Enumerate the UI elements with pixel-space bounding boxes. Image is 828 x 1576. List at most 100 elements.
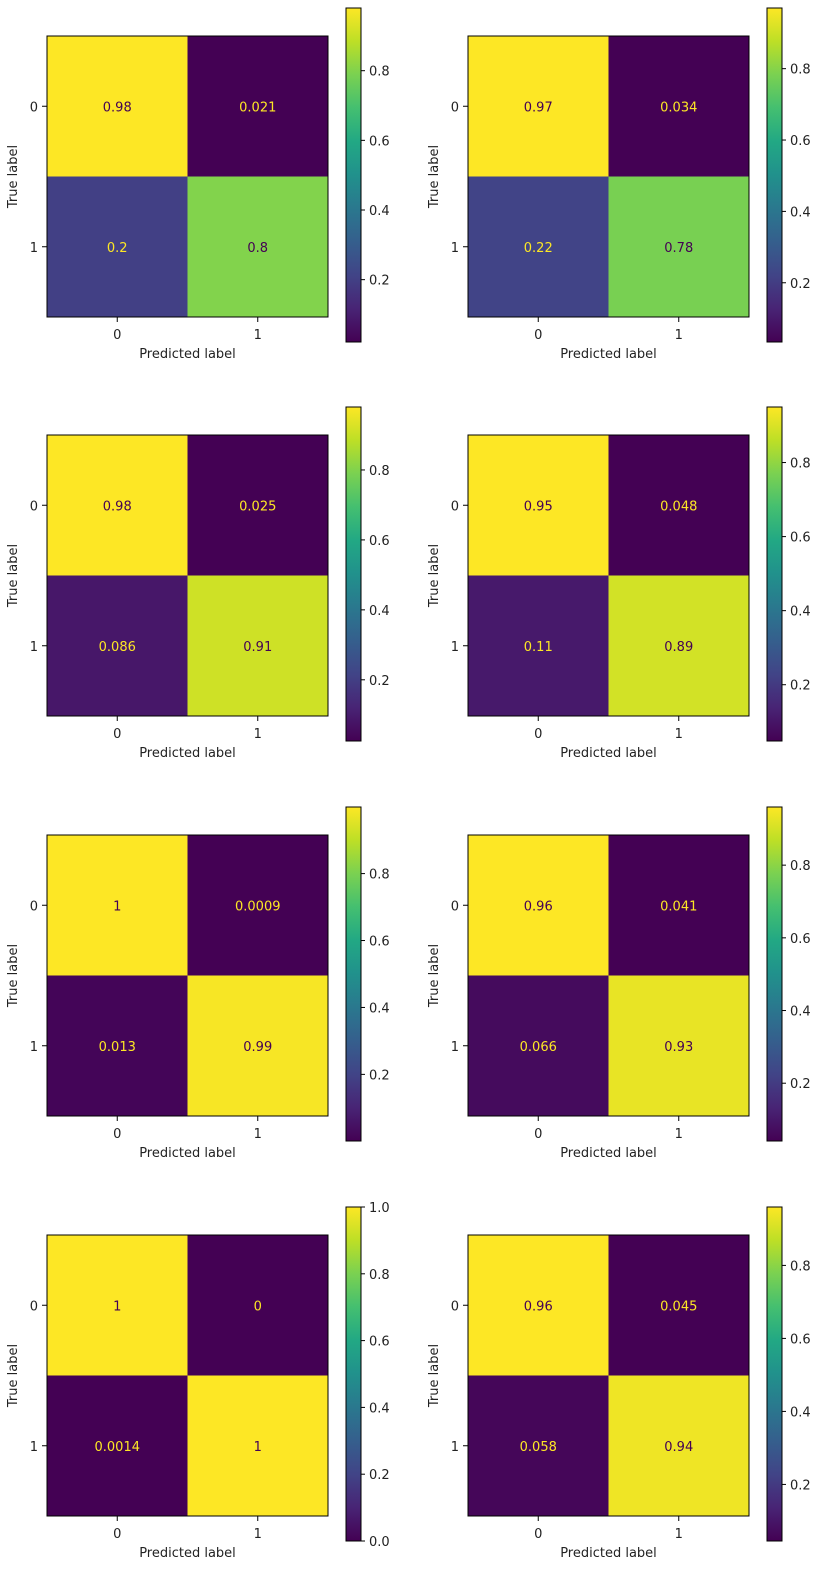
cell-value-label: 0.045 <box>660 1299 697 1314</box>
y-tick-label: 0 <box>30 499 38 514</box>
colorbar-tick-label: 0.8 <box>790 1259 811 1274</box>
y-tick-label: 1 <box>451 1040 459 1055</box>
cell-value-label: 0.93 <box>664 1040 693 1055</box>
colorbar-tick-label: 0.2 <box>369 1468 390 1483</box>
y-axis-label: True label <box>6 944 21 1008</box>
cell-value-label: 0.086 <box>99 640 136 655</box>
x-axis-label: Predicted label <box>139 347 236 362</box>
colorbar <box>767 1207 782 1541</box>
colorbar-tick-label: 0.8 <box>790 63 811 78</box>
cell-value-label: 0.91 <box>243 640 272 655</box>
colorbar-tick-label: 0.4 <box>790 1005 811 1020</box>
y-tick-label: 0 <box>451 1299 459 1314</box>
x-tick-label: 1 <box>675 1527 683 1542</box>
heatmap-cell <box>47 575 188 716</box>
cell-value-label: 1 <box>113 899 121 914</box>
heatmap-cell <box>187 1235 328 1376</box>
colorbar-tick-label: 0.4 <box>369 604 390 619</box>
axes-frame <box>467 1234 750 1517</box>
cell-value-label: 0.048 <box>660 499 697 514</box>
colorbar-frame <box>345 1206 362 1542</box>
colorbar-tick-label: 0.6 <box>369 935 390 950</box>
y-tick-label: 1 <box>451 241 459 256</box>
x-axis-label: Predicted label <box>560 746 657 761</box>
confusion-matrix-panel-5: 1 0.0009 0.013 0.99 0 1 0 1 Predicted label True … <box>6 806 390 1161</box>
colorbar-tick-label: 0.2 <box>790 1478 811 1493</box>
y-tick-label: 1 <box>451 640 459 655</box>
colorbar-frame <box>345 7 362 343</box>
heatmap-cell <box>187 975 328 1116</box>
colorbar-frame <box>345 406 362 742</box>
colorbar-tick-label: 0.6 <box>369 534 390 549</box>
colorbar-tick-label: 0.6 <box>369 1335 390 1350</box>
heatmap-cell <box>47 835 188 976</box>
confusion-matrix-panel-4: 0.95 0.048 0.11 0.89 0 1 0 1 Predicted label True… <box>427 406 811 761</box>
x-tick-label: 0 <box>534 1127 542 1142</box>
colorbar-tick-label: 0.6 <box>790 134 811 149</box>
confusion-matrix-panel-3: 0.98 0.025 0.086 0.91 0 1 0 1 Predicted label Tru… <box>6 406 390 761</box>
colorbar-tick-label: 0.2 <box>790 679 811 694</box>
y-tick-label: 1 <box>451 1440 459 1455</box>
x-axis-label: Predicted label <box>560 347 657 362</box>
heatmap-cell <box>468 575 609 716</box>
heatmap-cell <box>468 36 609 177</box>
confusion-matrix-panel-2: 0.97 0.034 0.22 0.78 0 1 0 1 Predicted label True… <box>427 7 811 362</box>
cell-value-label: 0.0009 <box>235 899 281 914</box>
colorbar <box>767 807 782 1141</box>
x-tick-label: 0 <box>113 1127 121 1142</box>
colorbar <box>346 407 361 741</box>
heatmap-cell <box>608 1235 749 1376</box>
heatmap-cell <box>187 1375 328 1516</box>
heatmap-cell <box>608 975 749 1116</box>
colorbar-tick-label: 0.8 <box>790 859 811 874</box>
confusion-matrix-panel-8: 0.96 0.045 0.058 0.94 0 1 0 1 Predicted label Tru… <box>427 1206 811 1561</box>
colorbar <box>346 1207 361 1541</box>
heatmap-cell <box>47 1375 188 1516</box>
colorbar-tick-label: 0.0 <box>369 1535 390 1550</box>
colorbar-tick-label: 0.4 <box>790 1405 811 1420</box>
x-tick-label: 0 <box>534 727 542 742</box>
x-axis-label: Predicted label <box>139 1146 236 1161</box>
colorbar-tick-label: 0.2 <box>369 274 390 289</box>
heatmap-cell <box>608 176 749 317</box>
x-tick-label: 1 <box>254 727 262 742</box>
colorbar-frame <box>766 806 783 1142</box>
cell-value-label: 0.2 <box>107 241 128 256</box>
axes-frame <box>467 834 750 1117</box>
heatmap-cell <box>468 975 609 1116</box>
colorbar-tick-label: 0.6 <box>790 531 811 546</box>
x-axis-label: Predicted label <box>139 746 236 761</box>
heatmap-cell <box>608 835 749 976</box>
colorbar-tick-label: 0.4 <box>790 205 811 220</box>
colorbar <box>346 8 361 342</box>
cell-value-label: 0.0014 <box>95 1440 141 1455</box>
colorbar <box>346 807 361 1141</box>
colorbar-frame <box>766 7 783 343</box>
cell-value-label: 0 <box>254 1299 262 1314</box>
x-tick-label: 1 <box>254 1527 262 1542</box>
x-tick-label: 0 <box>113 1527 121 1542</box>
colorbar <box>767 407 782 741</box>
axes-frame <box>46 834 329 1117</box>
cell-value-label: 0.013 <box>99 1040 136 1055</box>
confusion-matrix-panel-7: 1 0 0.0014 1 0 1 0 1 Predicted label True label 0.… <box>6 1201 390 1561</box>
cell-value-label: 0.96 <box>524 899 553 914</box>
y-axis-label: True label <box>427 944 442 1008</box>
cell-value-label: 0.89 <box>664 640 693 655</box>
colorbar-tick-label: 0.8 <box>369 1268 390 1283</box>
cell-value-label: 0.96 <box>524 1299 553 1314</box>
colorbar-tick-label: 0.8 <box>790 457 811 472</box>
cell-value-label: 0.99 <box>243 1040 272 1055</box>
y-tick-label: 1 <box>30 241 38 256</box>
x-tick-label: 1 <box>254 328 262 343</box>
y-axis-label: True label <box>6 145 21 209</box>
y-tick-label: 0 <box>451 499 459 514</box>
heatmap-cell <box>47 435 188 576</box>
cell-value-label: 0.021 <box>239 100 276 115</box>
axes-frame <box>467 434 750 717</box>
cell-value-label: 0.025 <box>239 499 276 514</box>
x-axis-label: Predicted label <box>560 1546 657 1561</box>
cell-value-label: 0.98 <box>103 499 132 514</box>
cell-value-label: 1 <box>113 1299 121 1314</box>
